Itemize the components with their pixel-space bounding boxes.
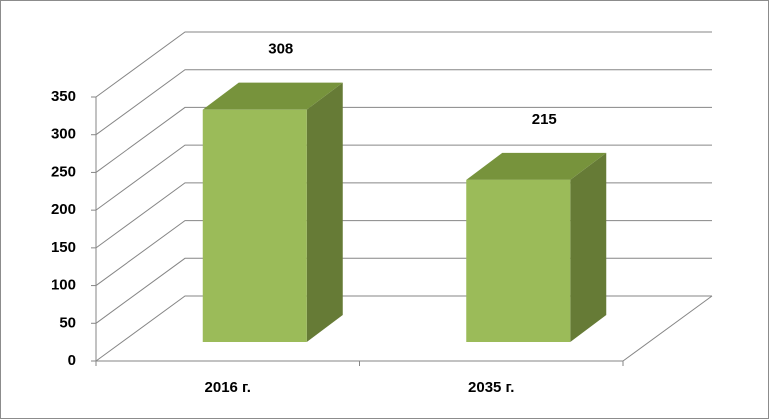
bar	[466, 179, 571, 342]
x-tick-label: 2035 г.	[468, 379, 514, 396]
grid-line	[95, 69, 712, 136]
bar	[202, 109, 307, 343]
bar-top	[202, 82, 343, 110]
bar-side	[306, 82, 343, 343]
grid-line	[95, 31, 712, 98]
y-tick-label: 50	[59, 314, 76, 331]
y-tick-label: 150	[51, 239, 76, 256]
bar-top	[466, 152, 607, 180]
value-label: 215	[532, 111, 557, 128]
y-tick-label: 300	[51, 126, 76, 143]
y-tick-label: 100	[51, 277, 76, 294]
bar-side	[570, 152, 607, 342]
y-tick-label: 200	[51, 201, 76, 218]
value-label: 308	[268, 41, 293, 58]
y-tick-label: 250	[51, 163, 76, 180]
y-tick-label: 0	[68, 352, 76, 369]
x-tick-label: 2016 г.	[205, 379, 251, 396]
y-tick-label: 350	[51, 88, 76, 105]
grid-line	[95, 144, 712, 211]
grid-line	[95, 106, 712, 173]
